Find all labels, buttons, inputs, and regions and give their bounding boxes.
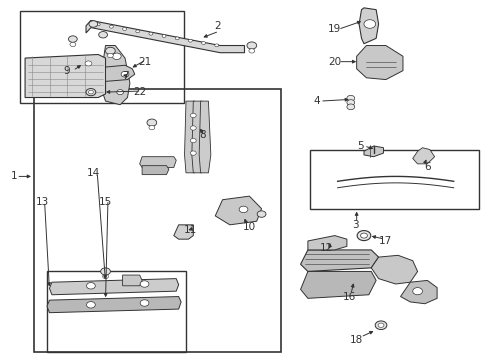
Circle shape bbox=[140, 300, 149, 306]
Circle shape bbox=[105, 47, 115, 54]
Polygon shape bbox=[191, 101, 204, 173]
Bar bbox=[310, 149, 478, 209]
Text: 6: 6 bbox=[423, 162, 430, 172]
Polygon shape bbox=[122, 275, 142, 286]
Circle shape bbox=[149, 126, 155, 130]
Circle shape bbox=[140, 281, 149, 287]
Circle shape bbox=[214, 44, 218, 47]
Circle shape bbox=[68, 36, 77, 42]
Circle shape bbox=[363, 20, 375, 28]
Circle shape bbox=[377, 323, 383, 327]
Circle shape bbox=[86, 283, 95, 289]
Text: 3: 3 bbox=[352, 220, 358, 230]
Circle shape bbox=[89, 21, 98, 27]
Polygon shape bbox=[173, 225, 193, 239]
Circle shape bbox=[239, 206, 247, 213]
Polygon shape bbox=[300, 250, 378, 271]
Circle shape bbox=[70, 42, 76, 46]
Circle shape bbox=[346, 104, 354, 110]
Circle shape bbox=[162, 35, 165, 37]
Circle shape bbox=[190, 113, 196, 118]
Polygon shape bbox=[356, 45, 402, 80]
Circle shape bbox=[112, 53, 121, 59]
Polygon shape bbox=[25, 54, 105, 98]
Circle shape bbox=[147, 119, 157, 126]
Text: 2: 2 bbox=[214, 21, 221, 31]
Text: 12: 12 bbox=[319, 243, 332, 253]
Text: 9: 9 bbox=[63, 66, 70, 76]
Text: 4: 4 bbox=[313, 96, 319, 106]
Text: 13: 13 bbox=[36, 197, 49, 207]
Polygon shape bbox=[300, 271, 375, 298]
Circle shape bbox=[360, 233, 366, 238]
Polygon shape bbox=[140, 157, 176, 167]
Polygon shape bbox=[400, 280, 436, 304]
Circle shape bbox=[190, 151, 196, 155]
Text: 10: 10 bbox=[243, 222, 255, 231]
Text: 20: 20 bbox=[327, 57, 341, 67]
Circle shape bbox=[246, 42, 256, 49]
Text: 16: 16 bbox=[342, 292, 355, 302]
Circle shape bbox=[136, 30, 140, 33]
Text: 18: 18 bbox=[349, 334, 363, 345]
Circle shape bbox=[374, 321, 386, 329]
Text: 14: 14 bbox=[86, 168, 100, 178]
Polygon shape bbox=[49, 279, 178, 295]
Text: 22: 22 bbox=[133, 87, 146, 97]
Text: 7: 7 bbox=[122, 71, 128, 81]
Circle shape bbox=[190, 138, 196, 143]
Circle shape bbox=[122, 28, 126, 31]
Text: 15: 15 bbox=[99, 197, 112, 207]
Circle shape bbox=[101, 268, 110, 275]
Circle shape bbox=[188, 39, 192, 42]
Polygon shape bbox=[412, 148, 434, 164]
Circle shape bbox=[99, 32, 107, 38]
Circle shape bbox=[346, 100, 354, 105]
Circle shape bbox=[117, 90, 123, 95]
Polygon shape bbox=[363, 146, 383, 157]
Text: 19: 19 bbox=[327, 24, 341, 35]
Polygon shape bbox=[47, 297, 181, 313]
Polygon shape bbox=[184, 101, 197, 173]
Text: 1: 1 bbox=[11, 171, 18, 181]
Circle shape bbox=[248, 49, 254, 53]
Circle shape bbox=[412, 288, 422, 295]
Text: 17: 17 bbox=[379, 236, 392, 246]
Bar bbox=[47, 271, 185, 352]
Polygon shape bbox=[105, 65, 135, 81]
Circle shape bbox=[346, 95, 354, 101]
Circle shape bbox=[86, 302, 95, 308]
Polygon shape bbox=[101, 45, 130, 105]
Bar bbox=[20, 12, 183, 103]
Circle shape bbox=[175, 37, 179, 40]
Polygon shape bbox=[76, 56, 101, 71]
Circle shape bbox=[102, 274, 108, 279]
Polygon shape bbox=[215, 196, 261, 225]
Circle shape bbox=[121, 71, 129, 77]
Polygon shape bbox=[199, 101, 210, 173]
Text: 11: 11 bbox=[184, 225, 197, 235]
Polygon shape bbox=[307, 235, 346, 250]
Circle shape bbox=[257, 211, 265, 217]
Circle shape bbox=[201, 41, 205, 44]
Circle shape bbox=[88, 90, 93, 94]
Circle shape bbox=[149, 32, 153, 35]
Circle shape bbox=[85, 61, 92, 66]
Polygon shape bbox=[358, 8, 378, 44]
Polygon shape bbox=[370, 255, 417, 284]
Text: 5: 5 bbox=[357, 141, 363, 151]
Circle shape bbox=[86, 89, 96, 96]
Circle shape bbox=[96, 23, 100, 26]
Polygon shape bbox=[86, 21, 244, 53]
Circle shape bbox=[356, 230, 370, 240]
Bar bbox=[34, 89, 281, 352]
Circle shape bbox=[109, 25, 113, 28]
Text: 21: 21 bbox=[138, 57, 151, 67]
Circle shape bbox=[190, 126, 196, 130]
Circle shape bbox=[107, 53, 113, 58]
Text: 8: 8 bbox=[199, 130, 206, 140]
Polygon shape bbox=[142, 166, 168, 175]
